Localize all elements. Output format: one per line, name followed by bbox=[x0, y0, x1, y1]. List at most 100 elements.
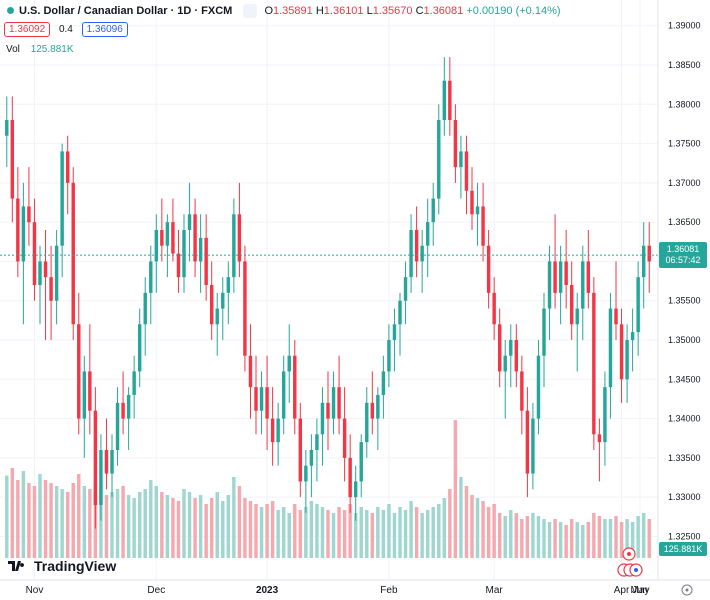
candle-body bbox=[143, 292, 147, 325]
volume-value: 125.881K bbox=[30, 44, 74, 55]
candle-body bbox=[641, 245, 646, 278]
time-tick-label: Mar bbox=[486, 585, 504, 596]
candle-body bbox=[481, 206, 485, 246]
candle-body bbox=[132, 371, 136, 395]
eye-icon[interactable] bbox=[243, 4, 258, 18]
volume-bar bbox=[204, 504, 208, 558]
candle-body bbox=[337, 387, 341, 419]
candle-body bbox=[326, 402, 330, 419]
bar-countdown: 06:57:42 bbox=[665, 255, 701, 265]
price-tick-label: 1.37500 bbox=[668, 139, 701, 149]
candle-body bbox=[586, 261, 591, 293]
volume-bar bbox=[641, 513, 646, 558]
candle-body bbox=[392, 324, 397, 340]
candle-body bbox=[5, 120, 9, 136]
candle-body bbox=[437, 120, 441, 199]
volume-bar bbox=[403, 510, 408, 558]
volume-bar bbox=[254, 504, 258, 558]
candle-body bbox=[304, 465, 308, 482]
volume-bar bbox=[281, 507, 286, 558]
volume-bar bbox=[636, 516, 640, 558]
candle-body bbox=[293, 355, 297, 419]
volume-bar bbox=[592, 513, 596, 558]
candle-body bbox=[209, 285, 214, 325]
candle-body bbox=[21, 206, 26, 262]
volume-bar bbox=[132, 498, 136, 558]
ohlc-values: O1.35891 H1.36101 L1.35670 C1.36081 +0.0… bbox=[264, 4, 561, 17]
candle-body bbox=[342, 418, 347, 458]
candle-body bbox=[619, 324, 624, 380]
volume-bar bbox=[65, 492, 70, 558]
candle-body bbox=[448, 80, 452, 120]
volume-bar bbox=[420, 513, 424, 558]
volume-bar bbox=[337, 507, 341, 558]
economic-events-icon[interactable] bbox=[617, 563, 643, 577]
volume-bar bbox=[259, 507, 264, 558]
symbol-title[interactable]: U.S. Dollar / Canadian Dollar · 1D · FXC… bbox=[19, 4, 233, 17]
candle-body bbox=[54, 245, 59, 301]
volume-bar bbox=[276, 510, 280, 558]
time-tick-label: Apr bbox=[614, 585, 630, 596]
candle-body bbox=[376, 395, 380, 419]
candle-body bbox=[459, 151, 463, 168]
price-tick-label: 1.34000 bbox=[668, 414, 701, 424]
volume-bar bbox=[531, 513, 535, 558]
candle-body bbox=[226, 277, 231, 293]
volume-bar bbox=[49, 483, 53, 558]
candle-body bbox=[71, 182, 75, 325]
volume-bar bbox=[437, 504, 441, 558]
candle-body bbox=[558, 261, 563, 293]
volume-legend[interactable]: Vol 125.881K bbox=[6, 44, 74, 55]
trade-buttons: 1.36092 0.4 1.36096 bbox=[4, 22, 128, 37]
candle-body bbox=[281, 371, 286, 419]
volume-bar bbox=[442, 498, 447, 558]
time-tick-label: May bbox=[631, 585, 650, 596]
price-tick-label: 1.35000 bbox=[668, 335, 701, 345]
candle-body bbox=[27, 206, 31, 223]
logo-text: TradingView bbox=[34, 558, 117, 574]
last-price-tag: 1.36081 06:57:42 bbox=[659, 242, 707, 268]
candle-body bbox=[625, 340, 629, 380]
candle-body bbox=[176, 253, 181, 278]
volume-bar bbox=[232, 477, 236, 558]
candle-body bbox=[99, 450, 103, 505]
candle-body bbox=[509, 340, 513, 356]
candle-body bbox=[486, 245, 491, 293]
volume-bars bbox=[5, 420, 651, 558]
candle-body bbox=[603, 387, 607, 443]
tradingview-logo-icon bbox=[8, 561, 25, 571]
volume-bar bbox=[509, 510, 513, 558]
candle-body bbox=[331, 387, 336, 419]
candle-body bbox=[630, 332, 635, 340]
candle-body bbox=[248, 355, 253, 388]
sell-button[interactable]: 1.36092 bbox=[4, 22, 51, 37]
event-flag-icon[interactable] bbox=[622, 547, 636, 561]
tradingview-logo[interactable]: TradingView bbox=[8, 558, 116, 574]
volume-bar bbox=[265, 504, 269, 558]
volume-bar bbox=[464, 486, 469, 558]
candle-body bbox=[93, 410, 98, 505]
candle-body bbox=[204, 237, 208, 285]
volume-bar bbox=[558, 522, 563, 558]
symbol-legend[interactable]: U.S. Dollar / Canadian Dollar · 1D · FXC… bbox=[4, 4, 561, 18]
volume-bar bbox=[353, 513, 358, 558]
buy-button[interactable]: 1.36096 bbox=[81, 22, 128, 37]
volume-label: Vol bbox=[6, 44, 20, 55]
volume-bar bbox=[581, 525, 585, 558]
candle-body bbox=[414, 230, 419, 262]
axis-settings-icon[interactable] bbox=[681, 584, 693, 596]
volume-bar bbox=[409, 501, 413, 558]
candle-body bbox=[182, 230, 186, 278]
price-axis[interactable]: 1.32500 1.33000 1.33500 1.34000 1.34500 1.350… bbox=[668, 21, 701, 542]
volume-bar bbox=[564, 525, 568, 558]
volume-bar bbox=[215, 492, 219, 558]
volume-bar bbox=[398, 507, 402, 558]
volume-bar bbox=[481, 501, 485, 558]
change-value: +0.00190 (+0.14%) bbox=[466, 4, 561, 17]
candle-body bbox=[287, 355, 291, 372]
volume-bar bbox=[137, 492, 142, 558]
candle-body bbox=[453, 120, 458, 168]
volume-bar bbox=[221, 501, 225, 558]
